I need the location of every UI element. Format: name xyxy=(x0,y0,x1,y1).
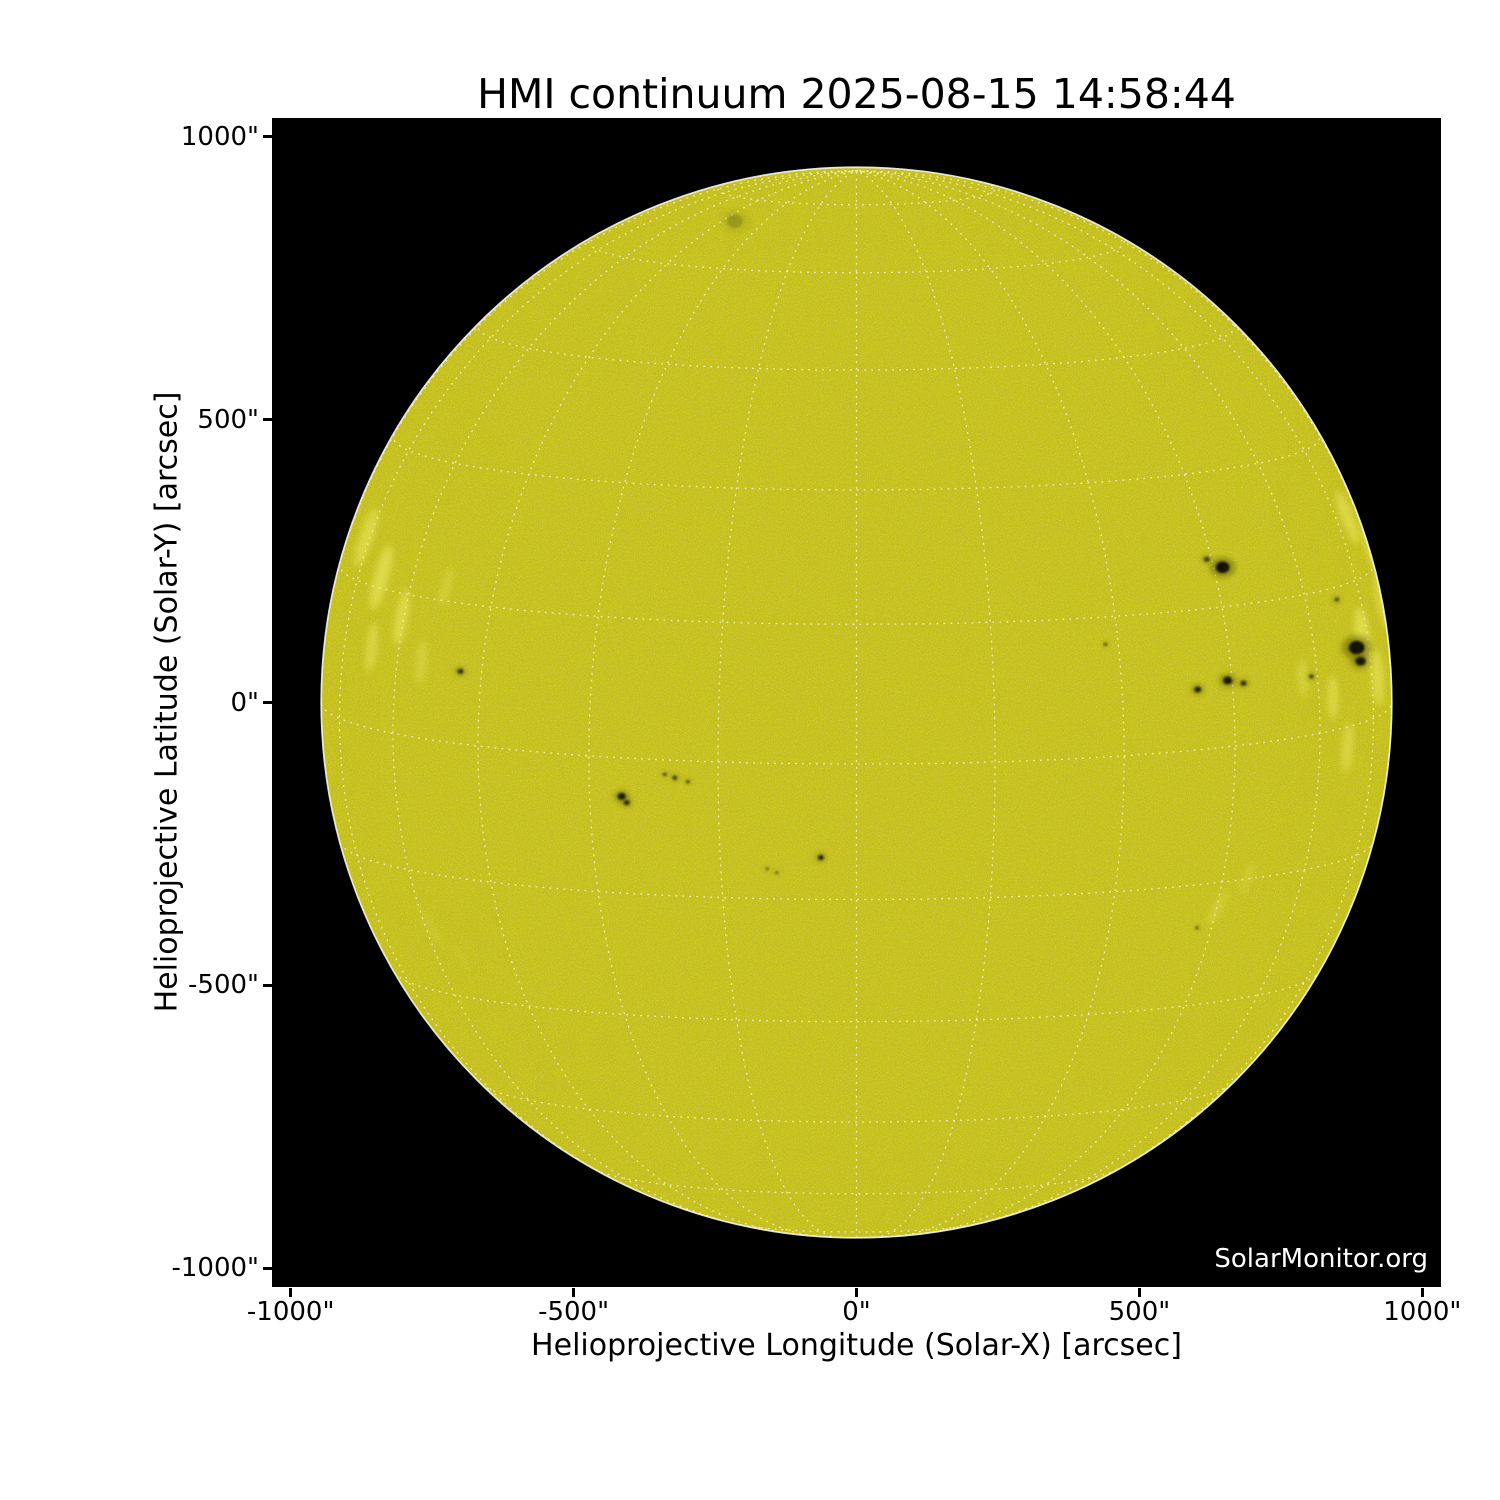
grid-meridian xyxy=(856,170,1321,1228)
grid-meridian xyxy=(717,170,857,1238)
sunspot-umbra xyxy=(1103,642,1108,646)
figure-title: HMI continuum 2025-08-15 14:58:44 xyxy=(477,70,1236,118)
facula-patch xyxy=(421,910,442,946)
y-tick-label: -1000" xyxy=(171,1253,259,1284)
facula-patch xyxy=(1297,657,1309,698)
grid-parallel xyxy=(321,703,1392,765)
limb-rim xyxy=(320,166,1393,1239)
sunspot-umbra xyxy=(726,214,743,228)
facula-patch xyxy=(1206,890,1229,926)
facula-patch xyxy=(415,639,427,685)
disk-texture-layer xyxy=(321,167,1392,1238)
x-tick-label: 500" xyxy=(1108,1297,1171,1327)
facula-patch xyxy=(393,589,410,646)
grid-parallel xyxy=(477,321,1236,371)
solar-disk-image xyxy=(320,166,1393,1239)
sunspot-umbra xyxy=(457,668,464,674)
facula-patch xyxy=(1341,722,1354,774)
sunspots-layer xyxy=(455,209,1372,931)
y-tick-mark xyxy=(263,701,272,704)
x-tick-label: -1000" xyxy=(246,1297,335,1327)
x-axis-label: Helioprojective Longitude (Solar-X) [arc… xyxy=(531,1328,1182,1363)
grid-meridian xyxy=(392,170,857,1228)
grid-meridian xyxy=(856,170,1392,689)
y-tick-label: 1000" xyxy=(180,121,259,152)
grid-parallel xyxy=(339,842,1374,901)
x-tick-mark xyxy=(1138,1288,1141,1297)
grid-meridian xyxy=(856,170,996,1238)
solar-image-plot: SolarMonitor.org xyxy=(272,118,1441,1287)
sunspot-umbra xyxy=(1334,597,1340,602)
x-tick-mark xyxy=(572,1288,575,1297)
sunspot-umbra xyxy=(1223,676,1233,685)
sunspot-umbra xyxy=(1355,656,1366,666)
facula-patch xyxy=(365,622,378,673)
sunspot-umbra xyxy=(1194,686,1202,693)
facula-patch xyxy=(1239,862,1256,894)
sunspot-umbra xyxy=(672,775,678,780)
x-tick-mark xyxy=(289,1288,292,1297)
facula-patch xyxy=(370,544,393,611)
x-tick-label: -500" xyxy=(538,1297,610,1327)
y-axis-label: Helioprojective Latitude (Solar-Y) [arcs… xyxy=(149,391,185,1013)
facula-patch xyxy=(451,943,472,973)
sunspot-umbra xyxy=(617,793,626,800)
grid-parallel xyxy=(480,1083,1233,1123)
grid-meridian xyxy=(321,170,857,689)
sunspot-umbra xyxy=(1195,926,1199,930)
x-tick-mark xyxy=(855,1288,858,1297)
grid-meridian xyxy=(588,170,857,1237)
facula-patch xyxy=(1336,490,1360,545)
facula-patch xyxy=(1327,674,1339,721)
facula-patch xyxy=(439,567,454,607)
grid-meridian xyxy=(856,170,1375,1190)
grid-meridian xyxy=(338,170,857,1190)
sunspot-umbra xyxy=(1348,640,1365,655)
sunspot-umbra xyxy=(662,772,667,776)
y-tick-mark xyxy=(263,135,272,138)
sunspot-umbra xyxy=(623,800,630,806)
watermark: SolarMonitor.org xyxy=(1214,1244,1428,1275)
grid-meridian xyxy=(856,170,1125,1237)
sunspot-umbra xyxy=(1215,561,1230,574)
x-tick-label: 1000" xyxy=(1383,1297,1462,1327)
y-tick-label: 500" xyxy=(197,404,259,435)
sunspot-umbra xyxy=(1203,556,1210,562)
y-tick-label: 0" xyxy=(230,687,259,718)
sunspot-umbra xyxy=(818,855,824,860)
sunspot-umbra xyxy=(1240,680,1247,686)
facula-patch xyxy=(1371,649,1384,706)
sunspot-umbra xyxy=(686,780,690,784)
heliographic-grid xyxy=(321,170,1392,1238)
y-tick-mark xyxy=(263,984,272,987)
grid-parallel xyxy=(717,181,996,206)
x-tick-mark xyxy=(1421,1288,1424,1297)
sunspot-umbra xyxy=(775,871,779,875)
grid-parallel xyxy=(393,972,1320,1023)
sunspot-umbra xyxy=(765,867,769,871)
y-tick-mark xyxy=(263,418,272,421)
y-tick-label: -500" xyxy=(188,970,259,1001)
grid-parallel xyxy=(588,235,1125,274)
facula-patch xyxy=(354,507,379,567)
y-tick-mark xyxy=(263,1267,272,1270)
x-tick-label: 0" xyxy=(842,1297,871,1327)
sunspot-umbra xyxy=(1309,674,1314,679)
